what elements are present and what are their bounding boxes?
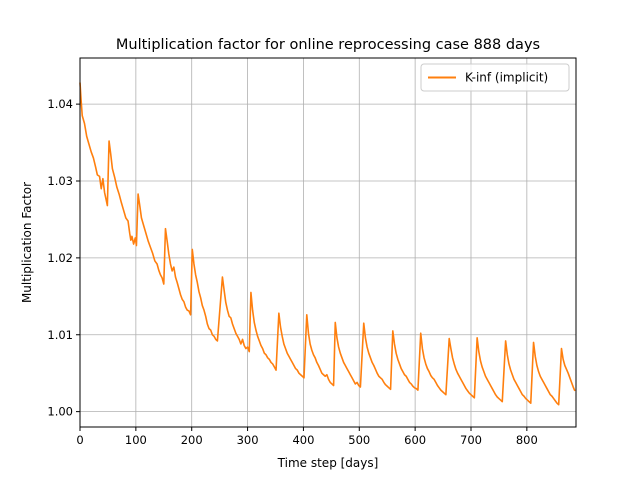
x-axis-ticks: 0 100 200 300 400 500 600 700 800 <box>76 427 538 447</box>
y-tick-label: 1.02 <box>47 251 73 265</box>
y-axis-label: Multiplication Factor <box>20 182 34 303</box>
x-tick-label: 700 <box>460 433 482 447</box>
legend-box <box>420 63 570 92</box>
y-tick-label: 1.04 <box>47 97 73 111</box>
x-tick-label: 300 <box>237 433 259 447</box>
y-axis-ticks: 1.00 1.01 1.02 1.03 1.04 <box>47 97 80 419</box>
y-tick-label: 1.01 <box>47 328 73 342</box>
x-tick-label: 800 <box>516 433 538 447</box>
x-tick-label: 200 <box>181 433 203 447</box>
x-tick-label: 400 <box>292 433 314 447</box>
x-tick-label: 0 <box>76 433 83 447</box>
x-axis-label: Time step [days] <box>277 456 379 470</box>
series-layer <box>79 82 576 406</box>
x-tick-label: 100 <box>125 433 147 447</box>
y-tick-label: 1.00 <box>47 405 73 419</box>
y-tick-label: 1.03 <box>47 174 73 188</box>
series-line-k-inf <box>79 82 576 406</box>
x-tick-label: 600 <box>404 433 426 447</box>
legend: K-inf (implicit) <box>420 63 570 92</box>
legend-label: K-inf (implicit) <box>465 71 548 85</box>
grid-lines <box>79 58 576 427</box>
x-tick-label: 500 <box>348 433 370 447</box>
plot-frame <box>79 57 577 428</box>
chart-title: Multiplication factor for online reproce… <box>116 37 540 53</box>
